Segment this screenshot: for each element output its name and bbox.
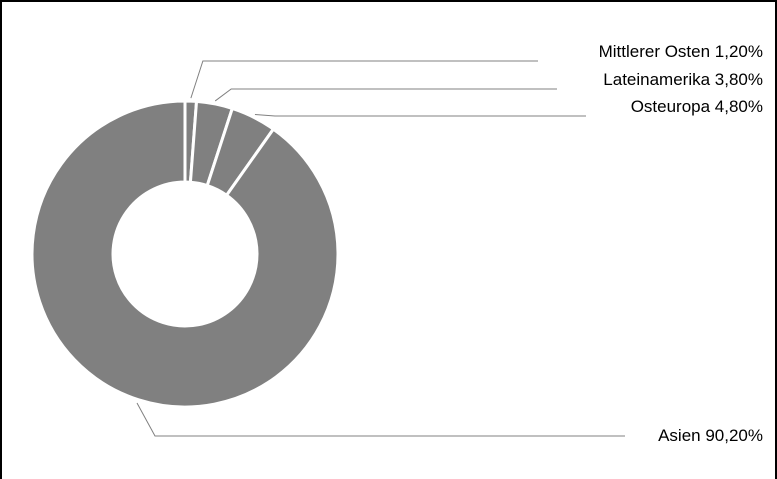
leaders-group	[136, 60, 625, 437]
leader-lateinamerika	[214, 88, 557, 102]
slices-group	[30, 99, 340, 409]
label-osteuropa: Osteuropa 4,80%	[631, 97, 763, 116]
label-mittlerer-osten: Mittlerer Osten 1,20%	[599, 42, 763, 61]
slice-asien	[30, 99, 340, 409]
labels-group: Mittlerer Osten 1,20% Lateinamerika 3,80…	[599, 42, 763, 445]
label-lateinamerika: Lateinamerika 3,80%	[603, 70, 763, 89]
label-asien: Asien 90,20%	[658, 426, 763, 445]
leader-osteuropa	[254, 114, 586, 117]
leader-mittlerer-osten	[190, 60, 538, 99]
leader-asien	[136, 402, 625, 437]
